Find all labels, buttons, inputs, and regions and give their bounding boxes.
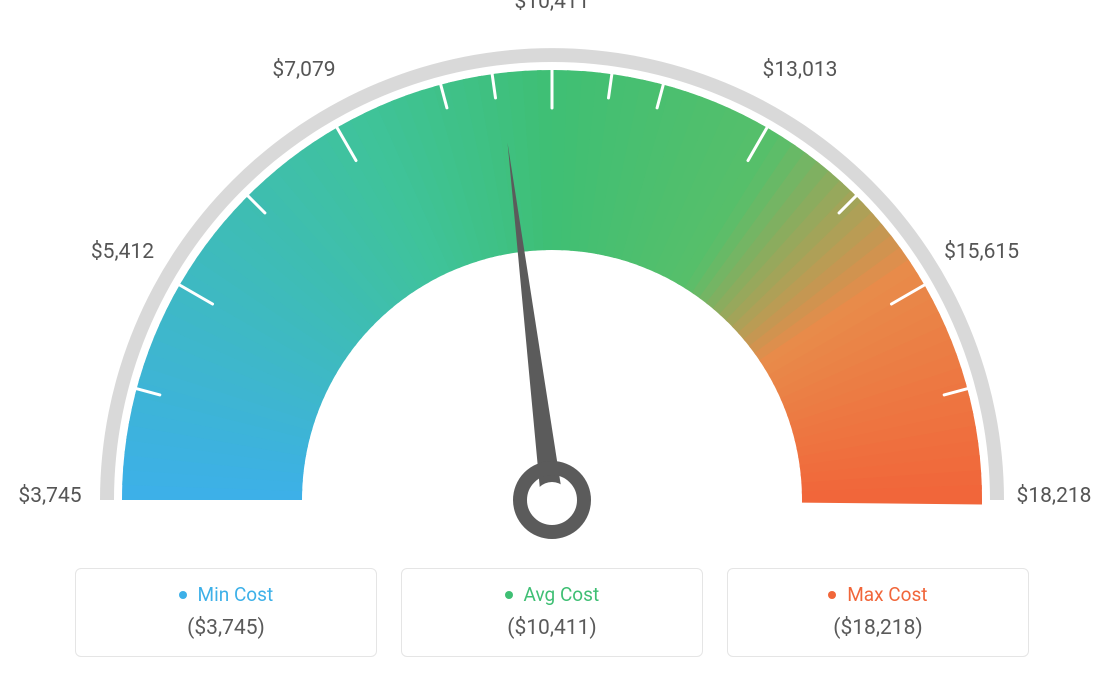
gauge-tick-label: $15,615 xyxy=(944,240,1019,264)
legend-title-max: Max Cost xyxy=(728,583,1028,606)
legend-value-avg: ($10,411) xyxy=(402,616,702,640)
legend-title-avg: Avg Cost xyxy=(402,583,702,606)
gauge-tick-label: $3,745 xyxy=(18,484,81,508)
chart-container: $3,745 $5,412 $7,079 $10,411 $13,013 $15,615 $… xyxy=(0,0,1104,690)
gauge-tick-label: $13,013 xyxy=(763,58,838,82)
gauge-tick-label: $18,218 xyxy=(1017,484,1092,508)
gauge-area: $3,745 $5,412 $7,079 $10,411 $13,013 $15,615 $… xyxy=(0,0,1104,560)
legend-title-min: Min Cost xyxy=(76,583,376,606)
dot-max xyxy=(828,591,836,599)
legend-title-max-text: Max Cost xyxy=(847,583,927,606)
dot-min xyxy=(179,591,187,599)
dot-avg xyxy=(505,591,513,599)
gauge-tick-label: $7,079 xyxy=(272,58,335,82)
legend-value-min: ($3,745) xyxy=(76,616,376,640)
legend-value-max: ($18,218) xyxy=(728,616,1028,640)
legend-card-max: Max Cost ($18,218) xyxy=(727,568,1029,657)
gauge-svg xyxy=(0,0,1104,560)
legend-title-min-text: Min Cost xyxy=(198,583,274,606)
gauge-tick-label: $5,412 xyxy=(91,240,154,264)
legend-title-avg-text: Avg Cost xyxy=(524,583,600,606)
legend-card-min: Min Cost ($3,745) xyxy=(75,568,377,657)
legend-card-avg: Avg Cost ($10,411) xyxy=(401,568,703,657)
legend-row: Min Cost ($3,745) Avg Cost ($10,411) Max… xyxy=(75,568,1029,657)
gauge-tick-label: $10,411 xyxy=(515,0,590,14)
